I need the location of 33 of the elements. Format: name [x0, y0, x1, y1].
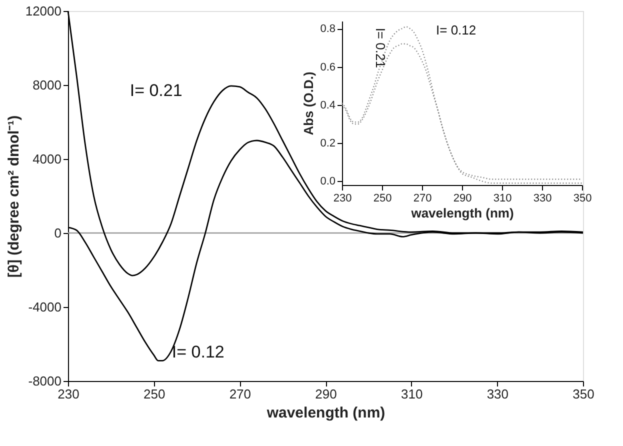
- y-tick-label: -4000: [28, 300, 62, 314]
- y-tick-label: -8000: [28, 374, 62, 388]
- series-label: I= 0.12: [436, 22, 476, 38]
- x-tick-label: 350: [572, 386, 594, 402]
- y-tick-label: 0.8: [320, 23, 336, 36]
- x-tick-label: 330: [533, 192, 552, 204]
- x-tick-label: 250: [143, 386, 166, 402]
- series-label: I= 0.12: [172, 342, 224, 362]
- y-tick-label: 0.0: [320, 176, 336, 188]
- y-tick-label: 0.6: [320, 61, 336, 74]
- series-label: I= 0.21: [130, 80, 182, 100]
- x-tick-label: 350: [573, 192, 592, 204]
- x-tick-label: 330: [486, 386, 509, 402]
- y-tick-label: 0.2: [320, 138, 336, 150]
- text: I= 0.21: [373, 28, 388, 68]
- x-tick-label: 230: [58, 386, 80, 402]
- x-tick-label: 250: [373, 192, 392, 204]
- x-tick-label: 310: [493, 192, 512, 204]
- x-tick-label: 270: [229, 386, 252, 402]
- y-tick-label: 8000: [32, 78, 62, 92]
- y-tick-label: 0: [54, 226, 62, 240]
- x-axis-title: wavelength (nm): [266, 404, 386, 422]
- y-axis-title: [θ] (degree cm² dmol⁻¹): [5, 115, 22, 278]
- x-tick-label: 270: [413, 192, 432, 204]
- x-tick-label: 290: [315, 386, 337, 402]
- y-tick-label: 0.4: [320, 99, 336, 112]
- x-axis-title: wavelength (nm): [410, 206, 514, 220]
- x-tick-label: 310: [400, 386, 423, 402]
- x-tick-label: 290: [453, 192, 472, 204]
- y-tick-label: 4000: [32, 152, 62, 166]
- y-axis-title: Abs (O.D.): [301, 72, 316, 136]
- y-tick-label: 12000: [25, 4, 62, 18]
- x-tick-label: 230: [333, 192, 352, 204]
